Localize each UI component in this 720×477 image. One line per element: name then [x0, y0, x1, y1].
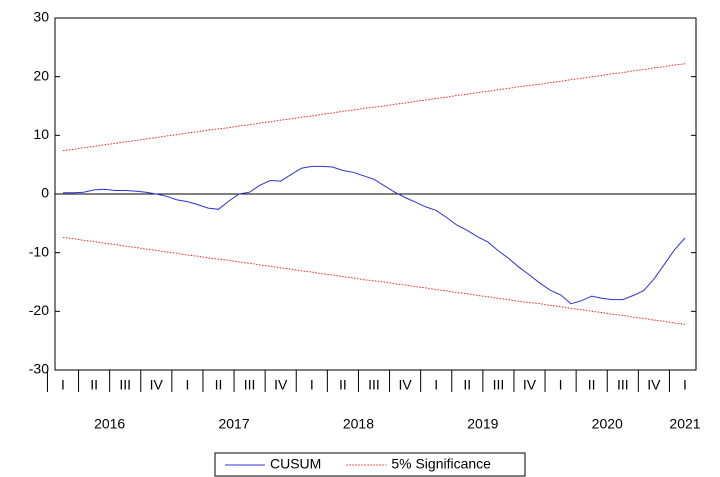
- x-tick-label: I: [310, 377, 314, 393]
- year-label: 2020: [592, 416, 623, 432]
- y-tick-label: -30: [29, 361, 49, 377]
- x-tick-label: IV: [150, 377, 164, 393]
- x-tick-label: II: [215, 377, 223, 393]
- x-tick-label: IV: [647, 377, 661, 393]
- x-tick-label: IV: [523, 377, 537, 393]
- x-tick-label: III: [119, 377, 131, 393]
- x-tick-label: II: [90, 377, 98, 393]
- x-tick-label: III: [244, 377, 256, 393]
- year-label: 2021: [669, 416, 700, 432]
- x-tick-label: I: [185, 377, 189, 393]
- year-label: 2017: [218, 416, 249, 432]
- y-tick-label: 10: [33, 126, 49, 142]
- x-tick-label: III: [368, 377, 380, 393]
- year-label: 2018: [343, 416, 374, 432]
- x-tick-label: II: [588, 377, 596, 393]
- y-tick-label: 20: [33, 67, 49, 83]
- series-line: [62, 63, 686, 152]
- x-tick-label: III: [617, 377, 629, 393]
- x-tick-label: I: [683, 377, 687, 393]
- x-tick-label: I: [434, 377, 438, 393]
- y-tick-label: -10: [29, 243, 49, 259]
- x-tick-label: I: [559, 377, 563, 393]
- x-tick-label: III: [493, 377, 505, 393]
- year-label: 2016: [94, 416, 125, 432]
- legend-label: 5% Significance: [391, 456, 491, 472]
- x-tick-label: I: [61, 377, 65, 393]
- x-tick-label: IV: [398, 377, 412, 393]
- year-label: 2019: [467, 416, 498, 432]
- y-tick-label: 30: [33, 9, 49, 25]
- series-line: [62, 236, 686, 325]
- series-line: [63, 165, 686, 305]
- x-tick-label: II: [463, 377, 471, 393]
- y-tick-label: 0: [41, 185, 49, 201]
- y-tick-label: -20: [29, 302, 49, 318]
- x-tick-label: IV: [274, 377, 288, 393]
- legend-label: CUSUM: [270, 456, 321, 472]
- legend-box: [214, 452, 526, 477]
- legend: CUSUM 5% Significance: [214, 452, 526, 477]
- x-tick-label: II: [339, 377, 347, 393]
